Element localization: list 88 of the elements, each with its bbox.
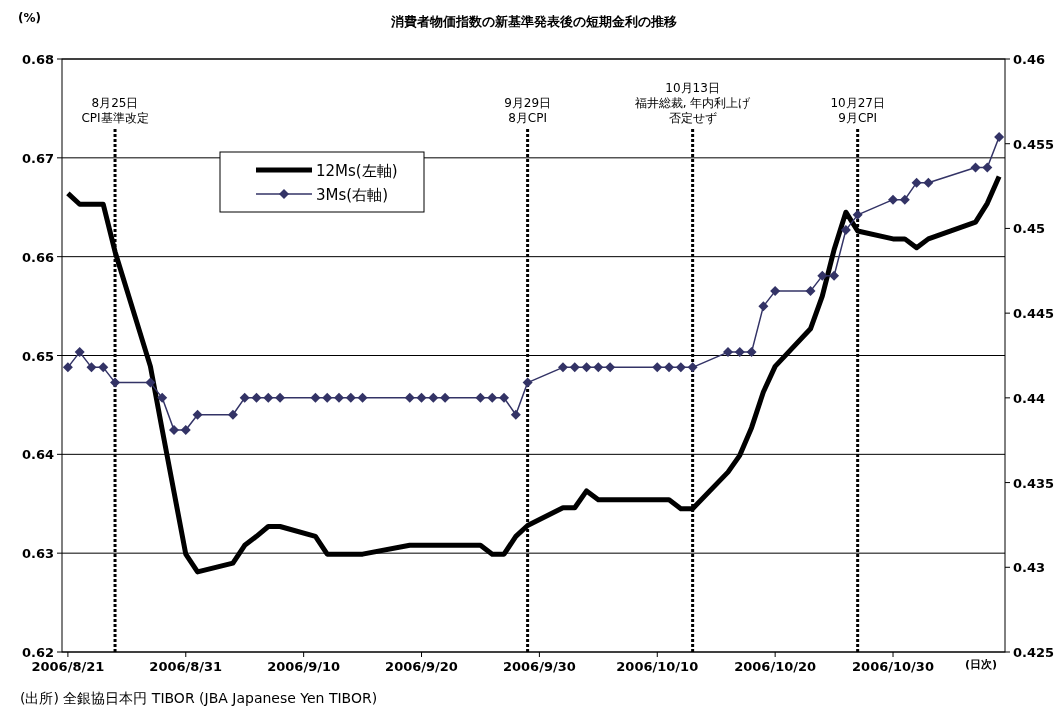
point bbox=[310, 392, 321, 403]
y-tick-label: 0.66 bbox=[21, 249, 54, 265]
y2-tick-label: 0.45 bbox=[1013, 221, 1046, 237]
y-tick-label: 0.65 bbox=[21, 348, 54, 364]
point bbox=[852, 209, 863, 220]
point bbox=[652, 362, 663, 373]
legend-label: 12Ms(左軸) bbox=[316, 162, 398, 180]
point bbox=[404, 392, 415, 403]
point bbox=[734, 347, 745, 358]
point bbox=[888, 194, 899, 205]
point bbox=[899, 194, 910, 205]
point bbox=[770, 286, 781, 297]
point bbox=[157, 392, 168, 403]
ref-line: 10月13日 福井総裁, 年内利上げ 否定せず bbox=[634, 81, 751, 652]
x-tick-label: 2006/10/20 bbox=[734, 659, 817, 674]
x-axis-title: (日次) bbox=[965, 658, 998, 671]
point bbox=[593, 362, 604, 373]
point bbox=[227, 409, 238, 420]
point bbox=[994, 131, 1005, 142]
point bbox=[251, 392, 262, 403]
point bbox=[829, 270, 840, 281]
point bbox=[487, 392, 498, 403]
x-tick-label: 2006/8/21 bbox=[31, 659, 105, 674]
chart-title: 消費者物価指数の新基準発表後の短期金利の推移 bbox=[389, 14, 677, 29]
point bbox=[840, 225, 851, 236]
y2-tick-label: 0.435 bbox=[1013, 475, 1055, 491]
y-tick-label: 0.63 bbox=[21, 546, 54, 562]
point bbox=[722, 347, 733, 358]
ref-line: 10月27日 9月CPI bbox=[830, 96, 885, 652]
point bbox=[168, 425, 179, 436]
point bbox=[805, 286, 816, 297]
y-tick-label: 0.68 bbox=[21, 52, 54, 67]
point bbox=[557, 362, 568, 373]
point bbox=[62, 362, 73, 373]
y-tick-label: 0.64 bbox=[21, 447, 54, 463]
point bbox=[416, 392, 427, 403]
point bbox=[982, 162, 993, 173]
point bbox=[98, 362, 109, 373]
point bbox=[428, 392, 439, 403]
point bbox=[86, 362, 97, 373]
y2-tick-label: 0.455 bbox=[1013, 136, 1055, 152]
point bbox=[263, 392, 274, 403]
ref-line: 8月25日 CPI基準改定 bbox=[81, 96, 149, 652]
point bbox=[357, 392, 368, 403]
x-tick-label: 2006/8/31 bbox=[149, 659, 223, 674]
point bbox=[110, 377, 121, 388]
point bbox=[275, 392, 286, 403]
point bbox=[510, 409, 521, 420]
point bbox=[687, 362, 698, 373]
point bbox=[334, 392, 345, 403]
point bbox=[605, 362, 616, 373]
x-tick-label: 2006/9/20 bbox=[385, 659, 458, 674]
y-tick-label: 0.62 bbox=[21, 645, 54, 660]
point bbox=[475, 392, 486, 403]
point bbox=[440, 392, 451, 403]
y2-tick-label: 0.46 bbox=[1013, 52, 1046, 67]
point bbox=[923, 177, 934, 188]
point bbox=[322, 392, 333, 403]
x-tick-label: 2006/10/30 bbox=[852, 659, 934, 674]
x-tick-label: 2006/9/30 bbox=[502, 659, 576, 674]
x-tick-label: 2006/9/10 bbox=[267, 659, 341, 674]
point bbox=[569, 362, 580, 373]
x-tick-label: 2006/10/10 bbox=[616, 659, 699, 674]
point bbox=[145, 377, 156, 388]
point bbox=[817, 270, 828, 281]
point bbox=[911, 177, 922, 188]
point bbox=[746, 347, 757, 358]
point bbox=[180, 425, 191, 436]
point bbox=[499, 392, 510, 403]
point bbox=[581, 362, 592, 373]
point bbox=[758, 301, 769, 312]
point bbox=[345, 392, 356, 403]
y-axis-title: (%) bbox=[18, 11, 41, 25]
point bbox=[74, 347, 85, 358]
ref-line: 9月29日 8月CPI bbox=[504, 96, 552, 652]
legend-label: 3Ms(右軸) bbox=[316, 186, 389, 204]
y2-tick-label: 0.425 bbox=[1013, 645, 1055, 660]
text: (出所) 全銀協日本円 TIBOR (JBA Japanese Yen TIBOR) bbox=[20, 690, 378, 706]
point bbox=[970, 162, 981, 173]
point bbox=[239, 392, 250, 403]
y2-tick-label: 0.43 bbox=[1013, 560, 1046, 576]
point bbox=[522, 377, 533, 388]
y2-tick-label: 0.445 bbox=[1013, 306, 1055, 322]
point bbox=[192, 409, 203, 420]
y2-tick-label: 0.44 bbox=[1013, 390, 1046, 406]
point bbox=[664, 362, 675, 373]
y-tick-label: 0.67 bbox=[21, 150, 54, 166]
point bbox=[675, 362, 686, 373]
